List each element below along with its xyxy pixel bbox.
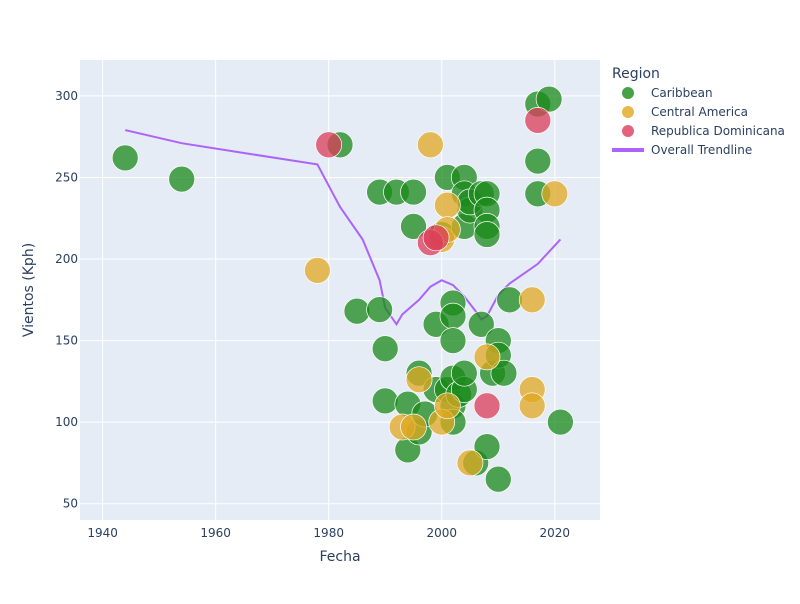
caribbean-point (484, 465, 512, 493)
y-tick-label: 100 (55, 415, 78, 429)
central-america-point (304, 257, 331, 284)
caribbean-point (473, 433, 501, 460)
x-axis-title: Fecha (319, 549, 360, 565)
x-tick-label: 1940 (87, 526, 118, 540)
x-tick-label: 1980 (313, 526, 344, 540)
y-tick-label: 300 (55, 89, 78, 103)
central-america-point (434, 191, 461, 219)
central-america-point (434, 392, 461, 420)
x-tick-label: 2000 (426, 526, 457, 540)
caribbean-point (168, 165, 196, 193)
y-tick-label: 50 (63, 497, 78, 511)
caribbean-point (524, 147, 552, 175)
central-america-point (518, 392, 546, 420)
caribbean-point (111, 144, 139, 172)
overall-trendline (124, 129, 562, 327)
caribbean-point (400, 178, 427, 206)
legend: Region Caribbean Central America Republica… (612, 66, 785, 157)
central-america-point (405, 366, 433, 394)
caribbean-point (439, 327, 467, 354)
central-america-point (400, 413, 427, 441)
x-tick-label: 1960 (200, 526, 231, 540)
caribbean-point (343, 297, 371, 325)
y-axis-title: Vientos (Kph) (21, 243, 37, 337)
caribbean-point (371, 335, 399, 363)
trendline-layer (124, 129, 562, 327)
caribbean-point (450, 359, 478, 387)
caribbean-point (439, 302, 467, 330)
central-america-point (541, 180, 569, 208)
republica-dominicana-point (473, 392, 501, 420)
legend-marker-central-america (622, 106, 634, 118)
republica-dominicana-point (422, 224, 450, 252)
caribbean-point (400, 213, 427, 240)
caribbean-point (496, 286, 523, 314)
caribbean-point (473, 221, 501, 248)
x-tick-label: 2020 (540, 526, 571, 540)
caribbean-point (467, 310, 495, 338)
caribbean-point (371, 387, 399, 415)
y-tick-label: 250 (55, 170, 78, 184)
legend-marker-republica-dominicana (622, 125, 634, 137)
central-america-point (473, 343, 501, 371)
central-america-point (456, 449, 484, 477)
caribbean-point (490, 359, 518, 387)
legend-label-central-america: Central America (651, 105, 748, 119)
legend-label-republica-dominicana: Republica Dominicana (651, 124, 785, 138)
central-america-point (518, 286, 546, 314)
central-america-point (417, 131, 444, 159)
legend-title: Region (612, 66, 660, 82)
legend-label-overall-trendline: Overall Trendline (651, 143, 752, 157)
y-tick-label: 150 (55, 334, 78, 348)
republica-dominicana-point (524, 107, 552, 134)
legend-marker-caribbean (622, 87, 634, 99)
legend-label-caribbean: Caribbean (651, 86, 713, 100)
plot-background (80, 60, 600, 520)
republica-dominicana-point (315, 131, 343, 159)
caribbean-point (366, 296, 393, 323)
tick-labels: 1940 1960 1980 2000 2020 50 100 150 200 250 300 (55, 89, 570, 540)
caribbean-point (535, 85, 563, 113)
y-tick-label: 200 (55, 252, 78, 266)
caribbean-point (547, 408, 574, 436)
scatter-points (111, 85, 574, 493)
